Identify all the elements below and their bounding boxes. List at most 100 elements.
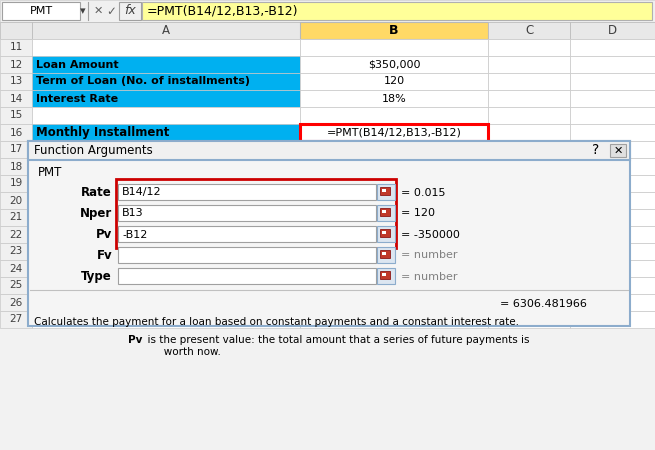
Text: 18: 18 <box>9 162 23 171</box>
Bar <box>118 184 376 200</box>
Text: fx: fx <box>124 4 136 18</box>
Bar <box>32 22 300 39</box>
Bar <box>32 226 300 243</box>
Bar <box>300 22 488 39</box>
Bar <box>32 124 300 141</box>
Text: Interest Rate: Interest Rate <box>36 94 118 104</box>
Bar <box>0 175 32 192</box>
Text: = number: = number <box>401 271 457 282</box>
Bar <box>32 141 300 158</box>
Bar <box>300 192 488 209</box>
Bar <box>377 247 395 263</box>
Text: Monthly Installment: Monthly Installment <box>36 126 170 139</box>
Bar <box>570 90 655 107</box>
Bar <box>142 2 652 20</box>
Bar <box>0 209 32 226</box>
Text: PMT: PMT <box>29 6 52 16</box>
Bar <box>377 268 395 284</box>
Bar <box>570 141 655 158</box>
Bar <box>118 247 376 263</box>
Text: Pv: Pv <box>96 228 112 241</box>
Bar <box>488 158 570 175</box>
Bar <box>0 277 32 294</box>
Text: = number: = number <box>401 251 457 261</box>
Bar <box>0 56 32 73</box>
Bar <box>380 250 390 258</box>
Bar <box>488 277 570 294</box>
Text: 20: 20 <box>9 195 22 206</box>
Bar <box>0 39 32 56</box>
Bar <box>570 22 655 39</box>
Bar <box>300 124 488 141</box>
Bar <box>570 260 655 277</box>
Text: Pv: Pv <box>128 335 142 345</box>
Bar <box>0 158 32 175</box>
Bar <box>32 192 300 209</box>
Text: B14/12: B14/12 <box>122 188 162 198</box>
Bar <box>0 22 32 39</box>
Bar <box>300 39 488 56</box>
Text: ✕: ✕ <box>613 145 623 156</box>
Text: Loan Amount: Loan Amount <box>36 59 119 69</box>
Text: 22: 22 <box>9 230 23 239</box>
Text: A: A <box>162 24 170 37</box>
Bar <box>488 39 570 56</box>
Bar <box>32 39 300 56</box>
Text: C: C <box>525 24 533 37</box>
Bar <box>570 243 655 260</box>
Bar <box>32 107 300 124</box>
Text: 24: 24 <box>9 264 23 274</box>
Text: 19: 19 <box>9 179 23 189</box>
Bar <box>488 243 570 260</box>
Text: B13: B13 <box>122 208 143 219</box>
Text: 23: 23 <box>9 247 23 256</box>
Text: ▾: ▾ <box>80 6 86 16</box>
Bar <box>488 175 570 192</box>
Bar <box>300 277 488 294</box>
Bar <box>0 311 32 328</box>
Text: B: B <box>389 24 399 37</box>
Bar <box>0 192 32 209</box>
Bar <box>32 73 300 90</box>
Bar <box>0 226 32 243</box>
Bar <box>570 175 655 192</box>
Bar <box>0 141 32 158</box>
Bar <box>380 208 390 216</box>
Bar <box>119 2 141 20</box>
Bar <box>300 175 488 192</box>
Text: Type: Type <box>81 270 112 283</box>
Bar <box>488 124 570 141</box>
Bar <box>488 141 570 158</box>
Bar <box>32 56 300 73</box>
Bar <box>488 311 570 328</box>
Bar <box>382 231 386 234</box>
Bar <box>488 56 570 73</box>
Bar <box>570 107 655 124</box>
Bar <box>300 107 488 124</box>
Bar <box>0 243 32 260</box>
Bar <box>32 158 300 175</box>
Text: PMT: PMT <box>38 166 62 179</box>
Bar <box>32 175 300 192</box>
Bar <box>382 210 386 213</box>
Text: D: D <box>608 24 617 37</box>
Text: =PMT(B14/12,B13,-B12): =PMT(B14/12,B13,-B12) <box>327 127 461 138</box>
Bar <box>28 141 630 326</box>
Bar <box>32 209 300 226</box>
Bar <box>610 144 626 157</box>
Bar <box>300 124 488 141</box>
Text: ✓: ✓ <box>106 4 116 18</box>
Bar <box>32 90 300 107</box>
Bar <box>377 205 395 221</box>
Bar <box>0 0 655 22</box>
Text: = -350000: = -350000 <box>401 230 460 239</box>
Bar <box>300 243 488 260</box>
Bar <box>300 141 488 158</box>
Bar <box>488 192 570 209</box>
Bar <box>488 73 570 90</box>
Bar <box>380 229 390 237</box>
Text: = 0.015: = 0.015 <box>401 188 445 198</box>
Bar <box>300 209 488 226</box>
Bar <box>0 107 32 124</box>
Bar <box>118 268 376 284</box>
